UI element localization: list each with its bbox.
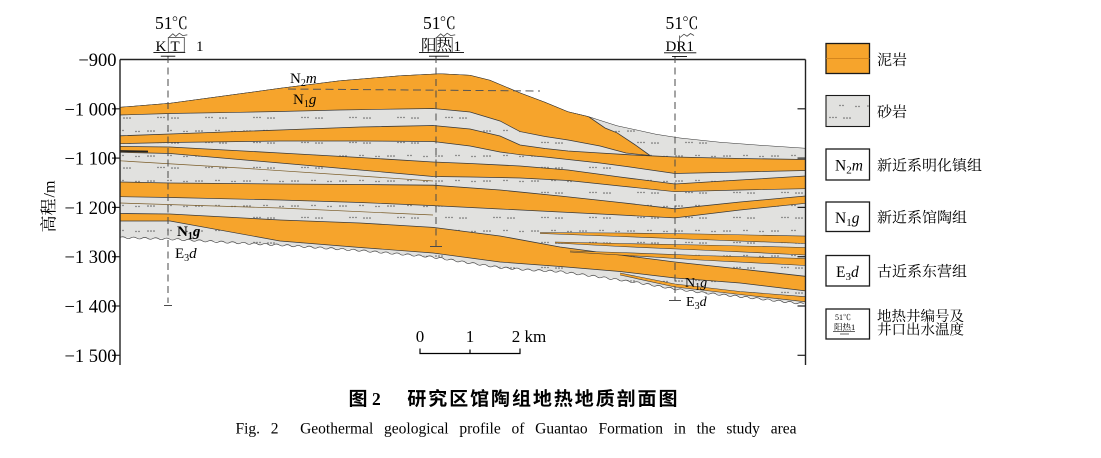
svg-text:−1 400: −1 400 xyxy=(64,298,116,318)
svg-text:km: km xyxy=(525,327,547,346)
svg-text:−1 000: −1 000 xyxy=(64,100,116,120)
svg-text:N1g: N1g xyxy=(177,224,201,242)
svg-text:E3d: E3d xyxy=(686,295,708,312)
svg-text:N1g: N1g xyxy=(293,92,317,110)
svg-text:T: T xyxy=(171,39,180,55)
svg-text:1: 1 xyxy=(466,327,475,346)
svg-text:−1 200: −1 200 xyxy=(64,199,116,219)
svg-text:−1 100: −1 100 xyxy=(64,150,116,170)
svg-text:E3d: E3d xyxy=(175,246,197,264)
svg-text:51: 51 xyxy=(835,313,843,322)
svg-text:2: 2 xyxy=(372,389,381,409)
svg-text:N1g: N1g xyxy=(685,276,707,293)
svg-text:1: 1 xyxy=(196,39,204,55)
svg-text:2: 2 xyxy=(512,327,521,346)
svg-text:1: 1 xyxy=(851,322,855,332)
svg-text:/m: /m xyxy=(42,180,59,197)
svg-text:1: 1 xyxy=(454,39,462,55)
svg-text:−900: −900 xyxy=(78,51,116,71)
svg-text:N2m: N2m xyxy=(290,71,317,89)
svg-text:−1 300: −1 300 xyxy=(64,248,116,268)
svg-text:K: K xyxy=(156,39,167,55)
svg-text:−1 500: −1 500 xyxy=(64,347,116,367)
svg-text:Fig. 2 Geothermal geological: Fig. 2 Geothermal geological profile of … xyxy=(235,421,796,438)
svg-text:N1g: N1g xyxy=(835,210,860,229)
svg-text:51: 51 xyxy=(423,13,441,33)
svg-text:N2m: N2m xyxy=(835,158,863,177)
svg-text:E3d: E3d xyxy=(836,264,859,283)
svg-text:0: 0 xyxy=(416,327,425,346)
svg-text:51: 51 xyxy=(666,13,684,33)
svg-text:51: 51 xyxy=(155,13,173,33)
